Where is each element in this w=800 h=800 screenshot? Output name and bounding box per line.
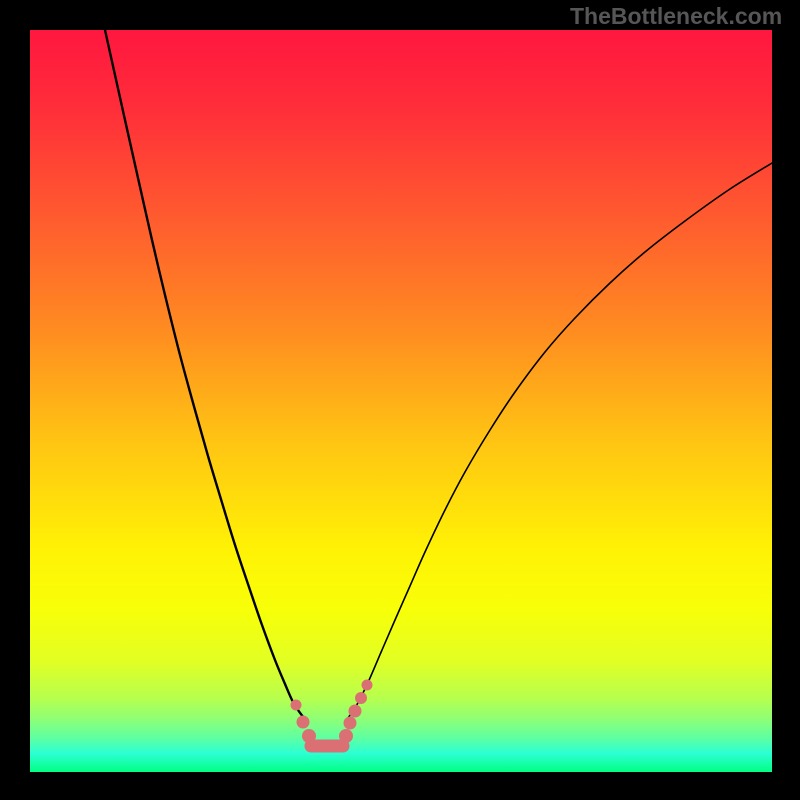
marker-right-2 (349, 705, 362, 718)
plot-area (30, 30, 772, 772)
marker-right-4 (362, 680, 373, 691)
marker-right-3 (355, 692, 367, 704)
marker-left-1 (297, 716, 310, 729)
gradient-background (30, 30, 772, 772)
marker-left-0 (291, 700, 302, 711)
marker-left-2 (302, 729, 316, 743)
plot-svg (30, 30, 772, 772)
watermark-text: TheBottleneck.com (570, 3, 782, 30)
marker-right-1 (344, 717, 357, 730)
marker-right-0 (339, 729, 353, 743)
